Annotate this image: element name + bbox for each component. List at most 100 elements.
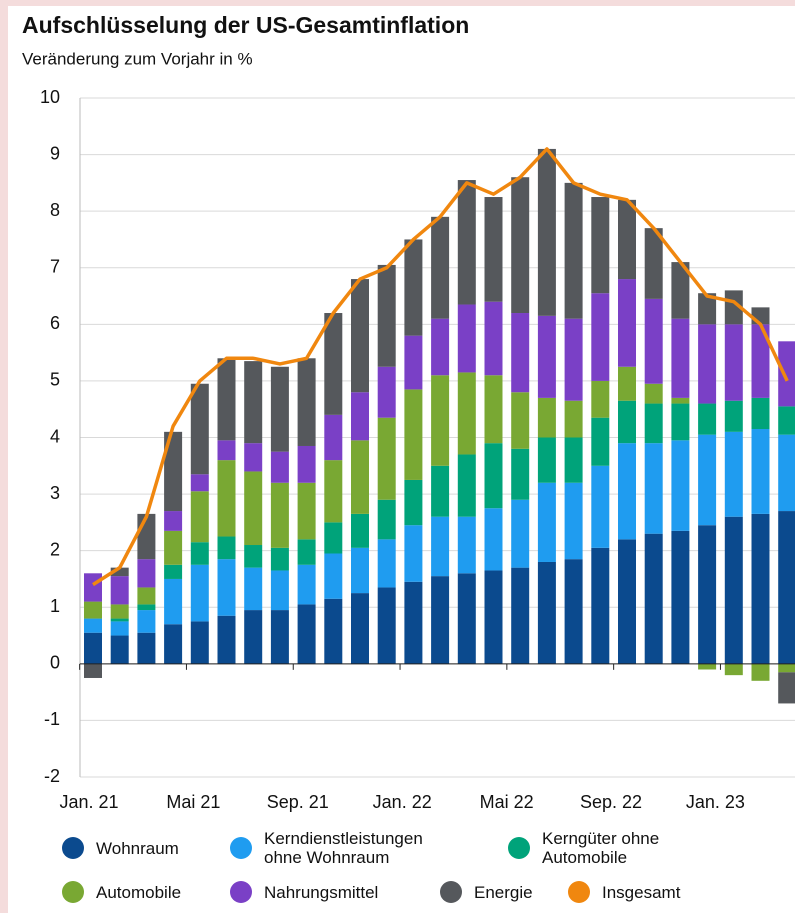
bar-segment xyxy=(511,567,530,664)
bar-segment xyxy=(778,406,795,435)
bar-segment xyxy=(110,604,129,619)
bar-segment xyxy=(618,443,636,540)
bar-segment xyxy=(564,482,583,560)
x-tick-label: Sep. 21 xyxy=(267,792,329,812)
bar-segment xyxy=(217,440,236,461)
y-tick-label: 1 xyxy=(50,596,60,616)
bar-segment xyxy=(591,417,610,466)
bar-segment xyxy=(244,610,263,664)
bar-segment xyxy=(217,460,236,537)
bar-segment xyxy=(351,440,369,514)
bar-segment xyxy=(591,465,610,548)
bar-segment xyxy=(110,635,129,664)
bar-segment xyxy=(644,533,663,664)
bar-segment xyxy=(511,448,530,500)
bar-segment xyxy=(297,445,316,483)
bar-segment xyxy=(351,392,369,441)
bar-segment xyxy=(297,358,316,446)
bar-segment xyxy=(404,581,423,664)
bar-segment xyxy=(377,417,396,500)
bar-segment xyxy=(217,536,236,560)
bar-segment xyxy=(84,632,102,664)
bar-segment xyxy=(377,499,396,540)
bar-segment xyxy=(591,547,610,664)
bar-segment xyxy=(698,324,717,404)
bar-segment xyxy=(324,522,343,554)
bar-segment xyxy=(778,663,795,673)
bar-segment xyxy=(618,366,636,401)
panel xyxy=(8,6,795,913)
bar-segment xyxy=(404,479,423,526)
bar-segment xyxy=(618,400,636,444)
bar-segment xyxy=(724,324,743,401)
bar-segment xyxy=(270,570,289,611)
bar-segment xyxy=(537,315,556,398)
bar-segment xyxy=(484,443,503,509)
bar-segment xyxy=(537,437,556,483)
bar-segment xyxy=(618,199,636,280)
bar-segment xyxy=(190,383,209,475)
bar-segment xyxy=(537,482,556,562)
bar-segment xyxy=(110,618,129,622)
y-tick-label: 3 xyxy=(50,483,60,503)
bar-segment xyxy=(431,318,450,376)
bar-segment xyxy=(484,375,503,444)
bar-segment xyxy=(564,437,583,483)
bar-segment xyxy=(270,366,289,452)
bar-segment xyxy=(511,392,530,449)
bar-segment xyxy=(698,663,717,670)
bar-segment xyxy=(751,397,770,430)
bar-segment xyxy=(190,474,209,492)
bar-segment xyxy=(778,511,795,664)
bar-segment xyxy=(724,290,743,325)
bar-segment xyxy=(644,228,663,299)
bar-segment xyxy=(164,564,183,579)
bar-segment xyxy=(457,573,476,664)
bar-segment xyxy=(351,593,369,664)
bar-segment xyxy=(164,431,183,512)
bar-segment xyxy=(644,383,663,404)
bar-segment xyxy=(591,293,610,381)
bar-segment xyxy=(377,366,396,418)
bar-segment xyxy=(751,429,770,514)
bar-segment xyxy=(671,403,690,441)
x-tick-label: Sep. 22 xyxy=(580,792,642,812)
bar-segment xyxy=(751,307,770,325)
chart-subtitle: Veränderung zum Vorjahr in % xyxy=(22,49,253,68)
bar-segment xyxy=(110,576,129,605)
bar-segment xyxy=(644,403,663,444)
bar-segment xyxy=(137,632,156,664)
bar-segment xyxy=(270,482,289,548)
bar-segment xyxy=(511,177,530,314)
bar-segment xyxy=(778,341,795,407)
bar-segment xyxy=(778,672,795,704)
bar-segment xyxy=(270,451,289,483)
bar-segment xyxy=(618,279,636,367)
bar-segment xyxy=(377,539,396,588)
bar-segment xyxy=(137,587,156,605)
bar-segment xyxy=(190,564,209,622)
bar-segment xyxy=(431,375,450,466)
bar-segment xyxy=(84,601,102,619)
bar-segment xyxy=(698,403,717,435)
bar-segment xyxy=(244,567,263,611)
bar-segment xyxy=(457,180,476,305)
bar-segment xyxy=(217,358,236,441)
bar-segment xyxy=(351,513,369,548)
bar-segment xyxy=(591,197,610,294)
y-tick-label: 5 xyxy=(50,370,60,390)
bar-segment xyxy=(724,663,743,676)
bar-segment xyxy=(644,443,663,534)
bar-segment xyxy=(84,573,102,602)
bar-segment xyxy=(297,482,316,540)
x-tick-label: Jan. 23 xyxy=(686,792,745,812)
bar-segment xyxy=(270,610,289,664)
bar-segment xyxy=(217,615,236,664)
bar-segment xyxy=(377,264,396,367)
bar-segment xyxy=(137,610,156,633)
y-tick-label: 8 xyxy=(50,200,60,220)
bar-segment xyxy=(164,530,183,565)
x-tick-label: Mai 21 xyxy=(166,792,220,812)
y-tick-label: -2 xyxy=(44,766,60,786)
